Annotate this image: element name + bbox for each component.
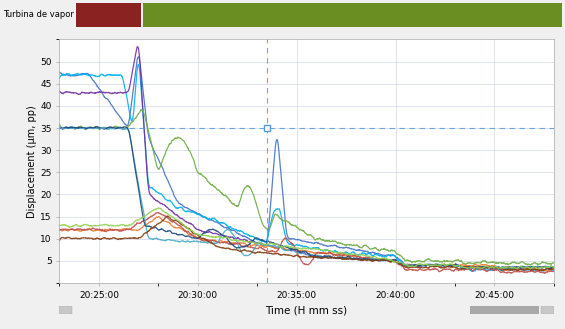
X-axis label: Time (H mm ss): Time (H mm ss) [266, 305, 347, 315]
Bar [59, 306, 72, 314]
Bar [541, 306, 554, 314]
Bar [470, 306, 539, 314]
Bar [143, 3, 562, 27]
Text: Turbina de vapor: Turbina de vapor [3, 10, 73, 19]
Bar [76, 3, 141, 27]
Y-axis label: Displacement (μm, pp): Displacement (μm, pp) [28, 105, 37, 217]
